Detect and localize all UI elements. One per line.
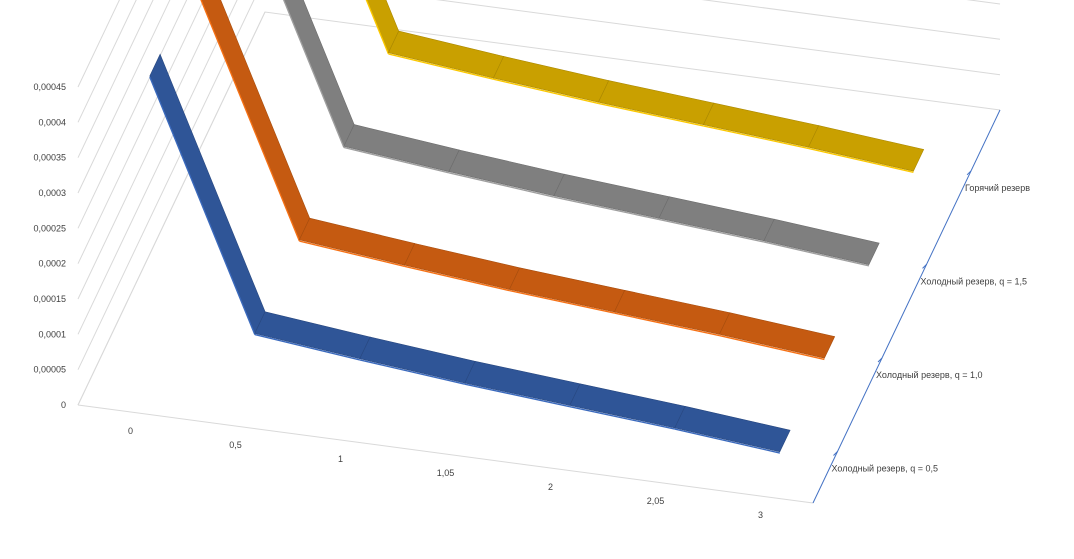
floor-edge	[77, 404, 814, 504]
y-tick-label: 0,00025	[33, 223, 66, 233]
series-ribbon	[149, 53, 791, 454]
series-segment	[403, 243, 521, 290]
y-tick-label: 0,0004	[38, 117, 66, 127]
axis-layer	[812, 109, 1001, 504]
series-edge	[703, 125, 809, 150]
series-edge	[553, 196, 660, 221]
series-edge	[282, 0, 345, 148]
x-tick-label: 1,05	[437, 468, 455, 478]
depth-tick	[833, 451, 838, 456]
series-edge	[493, 78, 599, 105]
series-segment	[763, 218, 880, 266]
series-layer	[149, 0, 925, 454]
y-tick-label: 0,0003	[38, 188, 66, 198]
x-tick-label: 3	[758, 510, 763, 520]
series-segment	[343, 124, 460, 172]
series-edge	[658, 218, 765, 243]
series-edge	[569, 405, 675, 430]
series-edge	[388, 53, 494, 80]
depth-tick	[877, 357, 883, 363]
y-tick-label: 0	[61, 400, 66, 410]
series-segment	[674, 405, 791, 453]
grid-layer	[77, 0, 1001, 504]
series-edge	[808, 147, 914, 173]
y-tick-label: 0,00015	[33, 294, 66, 304]
y-tick-label: 0,0001	[38, 329, 66, 339]
gridline	[77, 0, 154, 158]
y-tick-label: 0,00045	[33, 82, 66, 92]
series-segment	[553, 173, 670, 219]
series-edge	[149, 76, 256, 335]
gridline	[77, 0, 1001, 300]
series-segment	[569, 383, 686, 429]
gridline	[77, 0, 205, 264]
series-edge	[299, 240, 405, 268]
series-segment	[298, 217, 416, 266]
series-label: Горячий резерв	[965, 183, 1030, 193]
x-tick-label: 2,05	[647, 496, 665, 506]
series-segment	[359, 336, 476, 384]
depth-tick	[966, 170, 972, 176]
series-label: Холодный резерв, q = 1,5	[921, 276, 1027, 286]
series-segment	[597, 80, 715, 126]
gridline	[77, 0, 1001, 370]
series-edge	[254, 333, 361, 361]
series-edge	[365, 0, 390, 55]
gridline	[77, 0, 188, 229]
series-segment	[508, 267, 626, 313]
depth-tick	[922, 264, 927, 269]
series-edge	[448, 172, 555, 198]
series-segment	[448, 149, 565, 197]
series-edge	[598, 102, 704, 127]
depth-axis	[812, 109, 1001, 504]
x-tick-label: 0	[128, 426, 133, 436]
series-segment	[613, 289, 731, 335]
series-ribbon	[200, 0, 836, 361]
series-ribbon	[282, 0, 880, 267]
series-edge	[614, 312, 720, 337]
series-label: Холодный резерв, q = 0,5	[831, 464, 938, 474]
series-segment	[387, 30, 505, 79]
x-tick-label: 0,5	[229, 440, 242, 450]
series-segment	[254, 311, 371, 360]
series-segment	[702, 102, 820, 148]
series-segment	[492, 56, 610, 103]
gridline	[77, 0, 1001, 335]
series-label: Холодный резерв, q = 1,0	[876, 370, 983, 380]
x-tick-label: 2	[548, 482, 553, 492]
x-tick-label: 1	[338, 454, 343, 464]
series-edge	[719, 334, 825, 361]
series-edge	[343, 146, 450, 174]
series-edge	[404, 265, 510, 292]
series-segment	[464, 360, 581, 406]
series-segment	[807, 125, 925, 172]
series-edge	[509, 289, 615, 314]
series-edge	[674, 428, 781, 454]
series-segment	[718, 312, 836, 359]
y-tick-label: 0,00005	[33, 365, 66, 375]
series-edge	[763, 241, 870, 267]
series-segment	[658, 196, 775, 242]
series-edge	[464, 383, 570, 408]
series-edge	[359, 359, 466, 385]
y-tick-label: 0,00035	[33, 153, 66, 163]
gridline	[77, 0, 171, 194]
series-edge	[200, 0, 301, 242]
label-layer: 0 0,00005 0,0001 0,00015 0,0002 0,00025 0,0003…	[33, 82, 1030, 520]
y-tick-label: 0,0002	[38, 259, 66, 269]
series-ribbon	[365, 0, 925, 173]
